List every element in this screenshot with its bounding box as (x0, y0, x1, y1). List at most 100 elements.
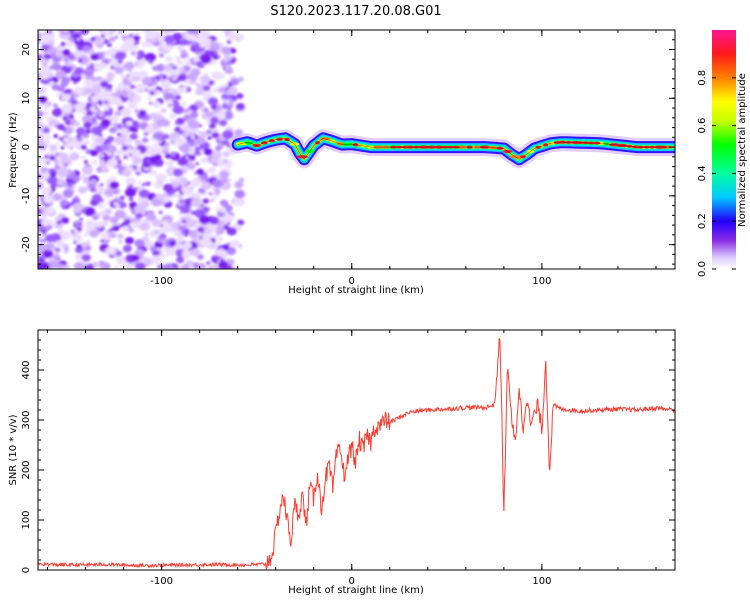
noise-speckle (117, 82, 125, 89)
noise-speckle (209, 199, 214, 203)
noise-speckle (99, 198, 104, 202)
noise-speckle (38, 87, 45, 94)
noise-speckle (77, 186, 87, 194)
noise-speckle (103, 53, 109, 58)
noise-speckle (136, 55, 143, 61)
noise-speckle (118, 224, 122, 228)
noise-speckle (227, 90, 234, 95)
noise-speckle (163, 92, 175, 102)
noise-speckle (53, 134, 59, 138)
noise-speckle (163, 263, 175, 269)
noise-speckle (199, 75, 211, 84)
noise-speckle (225, 83, 229, 86)
noise-speckle (116, 256, 128, 265)
noise-speckle (202, 232, 213, 241)
noise-speckle (206, 111, 213, 117)
noise-speckle (137, 184, 145, 191)
noise-speckle (222, 104, 229, 109)
noise-speckle (106, 102, 111, 106)
noise-speckle (181, 155, 187, 159)
noise-speckle (125, 120, 133, 127)
noise-speckle (218, 260, 229, 269)
noise-speckle (129, 33, 134, 38)
noise-speckle (38, 32, 42, 39)
noise-speckle (84, 264, 94, 269)
noise-speckle (60, 92, 72, 102)
noise-speckle (126, 156, 131, 160)
noise-speckle (221, 200, 229, 207)
noise-speckle (212, 155, 219, 161)
noise-speckle (118, 239, 123, 244)
noise-speckle (208, 192, 213, 196)
noise-speckle (83, 79, 95, 88)
noise-speckle (206, 129, 212, 135)
noise-speckle (54, 221, 64, 229)
noise-speckle (189, 104, 198, 111)
noise-speckle (172, 91, 179, 96)
noise-speckle (188, 159, 193, 163)
noise-speckle (149, 246, 157, 252)
noise-speckle (199, 203, 205, 209)
noise-speckle (49, 155, 55, 160)
noise-speckle (38, 256, 46, 263)
noise-speckle (61, 157, 72, 167)
noise-speckle (180, 264, 190, 269)
noise-speckle (89, 106, 96, 111)
noise-speckle (91, 231, 99, 237)
noise-speckle (214, 189, 221, 195)
noise-speckle (143, 131, 149, 136)
noise-speckle (195, 162, 199, 166)
snr-x-axis-label: Height of straight line (km) (288, 585, 424, 596)
noise-speckle (63, 249, 69, 254)
noise-speckle (206, 261, 211, 265)
noise-speckle (164, 35, 175, 44)
noise-speckle (194, 193, 201, 199)
noise-speckle (106, 71, 115, 79)
noise-speckle (221, 215, 231, 223)
noise-speckle (212, 161, 219, 167)
noise-speckle (75, 246, 84, 254)
noise-speckle (187, 119, 200, 129)
noise-speckle (207, 264, 216, 269)
noise-speckle (116, 132, 122, 137)
noise-speckle (182, 87, 188, 92)
noise-speckle (137, 70, 148, 79)
spectrogram-x-axis-label: Height of straight line (km) (288, 285, 424, 296)
noise-speckle (181, 250, 191, 258)
noise-speckle (234, 181, 244, 189)
noise-speckle (132, 76, 140, 82)
noise-speckle (52, 63, 62, 71)
noise-speckle (151, 198, 162, 207)
noise-speckle (122, 244, 132, 253)
noise-speckle (166, 99, 174, 105)
noise-speckle (179, 84, 184, 89)
noise-speckle (119, 128, 129, 135)
noise-speckle-layer (38, 30, 246, 269)
noise-speckle (49, 144, 58, 152)
noise-speckle (208, 90, 212, 94)
noise-speckle (204, 169, 210, 174)
noise-speckle (169, 178, 174, 182)
noise-speckle (171, 76, 178, 81)
spectrogram-ytick-label: -10 (21, 188, 32, 204)
noise-speckle (199, 43, 206, 48)
noise-speckle (222, 244, 230, 251)
noise-speckle (55, 216, 62, 222)
snr-xtick-label: 100 (532, 576, 551, 587)
noise-speckle (213, 87, 221, 94)
noise-speckle (149, 169, 157, 176)
noise-speckle (207, 224, 218, 233)
noise-speckle (210, 104, 218, 110)
noise-speckle (175, 256, 185, 264)
noise-speckle (82, 132, 89, 138)
noise-speckle (64, 90, 70, 95)
noise-speckle (93, 38, 103, 46)
noise-speckle (190, 178, 201, 188)
noise-speckle (49, 220, 55, 224)
noise-speckle (44, 134, 51, 140)
noise-speckle (80, 144, 87, 150)
noise-speckle (134, 239, 145, 248)
noise-speckle (83, 233, 88, 237)
noise-speckle (121, 34, 128, 41)
noise-speckle (107, 95, 119, 105)
